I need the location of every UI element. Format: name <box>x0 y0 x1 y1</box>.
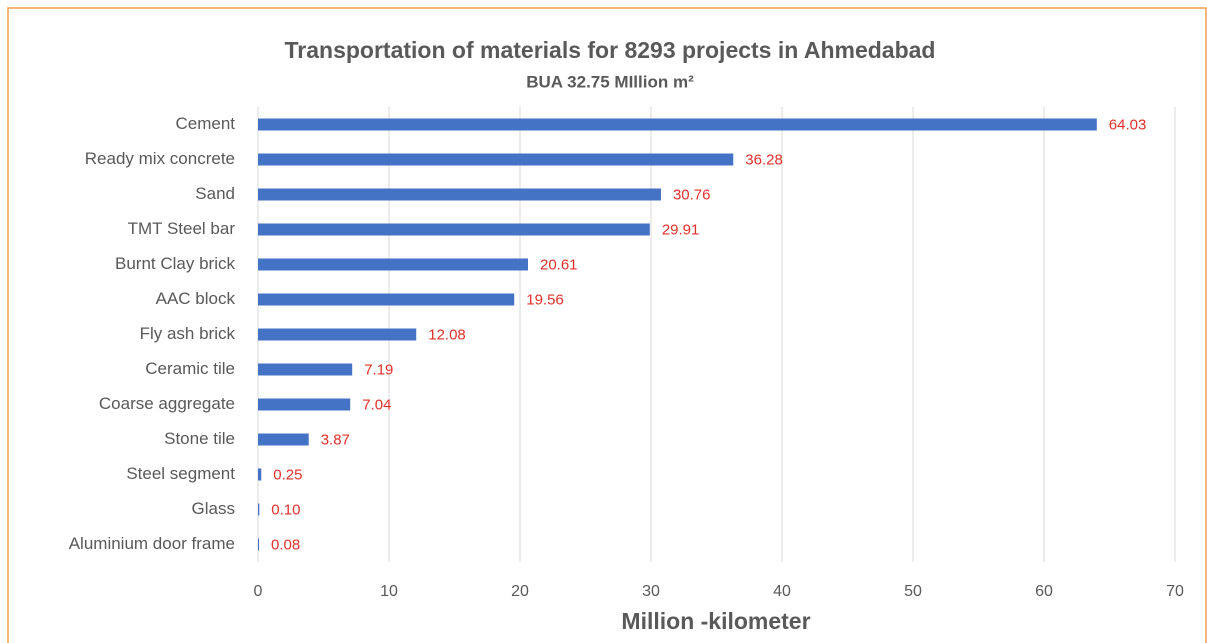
chart-frame <box>7 7 1207 643</box>
value-label: 20.61 <box>540 256 578 273</box>
value-label: 12.08 <box>428 326 466 343</box>
y-tick-label: Cement <box>175 114 235 133</box>
bar <box>258 468 262 481</box>
bar <box>258 258 528 271</box>
y-tick-label: Coarse aggregate <box>99 394 235 413</box>
bar <box>258 363 353 376</box>
value-label: 7.19 <box>364 361 393 378</box>
x-tick-label: 20 <box>511 583 529 600</box>
x-tick-label: 40 <box>773 583 791 600</box>
value-label: 0.25 <box>273 466 302 483</box>
chart-subtitle: BUA 32.75 MIllion m² <box>526 72 694 91</box>
value-label: 0.08 <box>271 536 300 553</box>
value-label: 3.87 <box>321 431 350 448</box>
value-label: 29.91 <box>662 221 700 238</box>
y-tick-label: Sand <box>195 184 235 203</box>
x-tick-label: 50 <box>904 583 922 600</box>
bar <box>258 433 309 446</box>
value-label: 0.10 <box>271 501 300 518</box>
bar <box>258 188 661 201</box>
y-tick-label: Steel segment <box>126 464 235 483</box>
value-label: 19.56 <box>526 291 564 308</box>
y-tick-label: Fly ash brick <box>140 324 236 343</box>
y-tick-label: Ready mix concrete <box>85 149 235 168</box>
bar <box>258 328 417 341</box>
value-label: 64.03 <box>1109 116 1147 133</box>
bar <box>258 293 515 306</box>
x-tick-label: 60 <box>1035 583 1053 600</box>
y-tick-label: Aluminium door frame <box>69 534 235 553</box>
y-tick-label: TMT Steel bar <box>128 219 236 238</box>
bar <box>258 503 260 516</box>
value-label: 36.28 <box>745 151 783 168</box>
y-tick-label: Ceramic tile <box>145 359 235 378</box>
bar <box>258 153 734 166</box>
y-tick-label: Glass <box>192 499 235 518</box>
chart-title: Transportation of materials for 8293 pro… <box>285 37 936 63</box>
bar <box>258 538 260 551</box>
x-tick-label: 10 <box>380 583 398 600</box>
x-tick-label: 0 <box>254 583 263 600</box>
x-tick-label: 30 <box>642 583 660 600</box>
y-tick-label: AAC block <box>156 289 236 308</box>
bar <box>258 118 1097 131</box>
value-label: 30.76 <box>673 186 711 203</box>
value-label: 7.04 <box>362 396 391 413</box>
x-axis-title: Million -kilometer <box>621 608 810 634</box>
x-tick-label: 70 <box>1166 583 1184 600</box>
y-tick-label: Stone tile <box>164 429 235 448</box>
y-tick-label: Burnt Clay brick <box>115 254 235 273</box>
bar <box>258 223 650 236</box>
bar <box>258 398 351 411</box>
